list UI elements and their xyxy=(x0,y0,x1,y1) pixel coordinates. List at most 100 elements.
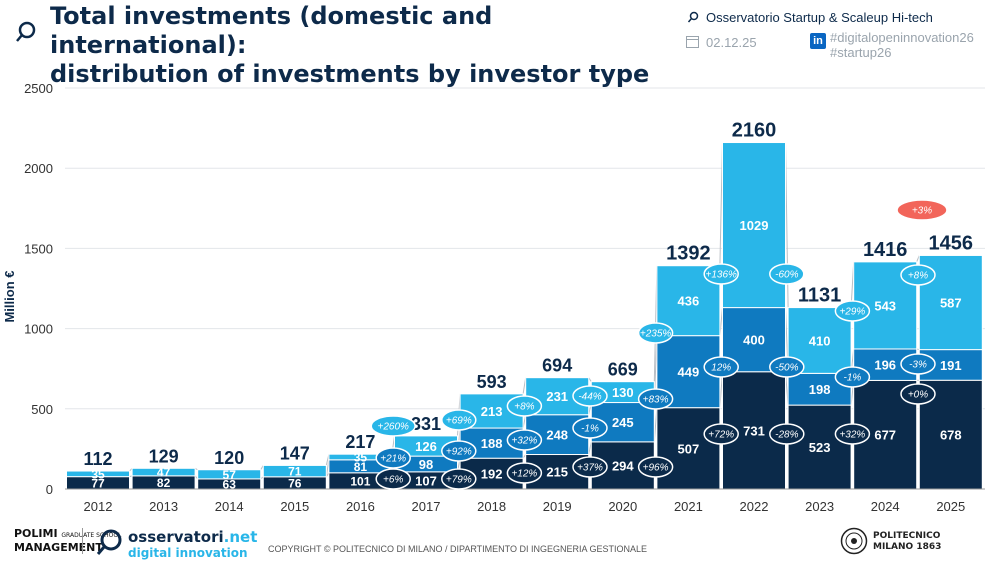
bar-value-label: 587 xyxy=(940,295,962,310)
growth-mid-bubble xyxy=(703,356,739,378)
observatory-logo-icon xyxy=(96,529,122,555)
x-tick-label: 2017 xyxy=(412,499,441,514)
y-tick-label: 2500 xyxy=(24,81,53,96)
growth-mid-bubble xyxy=(441,440,477,462)
linkedin-icon[interactable]: in xyxy=(810,33,826,49)
growth-light-bubble xyxy=(703,263,739,285)
search-small-icon xyxy=(687,11,699,23)
bar-value-label: 126 xyxy=(415,439,437,454)
bar-total-label: 1416 xyxy=(863,239,908,261)
bar-value-label: 76 xyxy=(288,476,302,490)
bar-value-label: 191 xyxy=(940,358,962,373)
x-tick-label: 2024 xyxy=(871,499,900,514)
bar-total-label: 2160 xyxy=(732,120,777,142)
bar-value-label: 436 xyxy=(678,294,700,309)
bar-value-label: 35 xyxy=(91,467,105,481)
bar-value-label: 215 xyxy=(546,465,568,480)
growth-light-bubble-label: +260% xyxy=(377,422,409,433)
growth-light-bubble xyxy=(370,415,416,437)
bar-value-label: 71 xyxy=(288,465,302,479)
bar-segment xyxy=(131,467,196,477)
bar-value-label: 248 xyxy=(546,428,568,443)
politecnico-seal-icon xyxy=(840,527,868,555)
growth-total-bubble xyxy=(896,199,948,221)
bar-total-label: 1392 xyxy=(666,243,711,265)
y-tick-label: 2000 xyxy=(24,161,53,176)
growth-mid-bubble xyxy=(572,417,608,439)
growth-light-bubble xyxy=(769,263,805,285)
growth-dark-bubble xyxy=(703,423,739,445)
growth-light-bubble xyxy=(900,264,936,286)
observatory-logo-text: osservatori.net xyxy=(128,528,258,546)
bar-value-label: 192 xyxy=(481,467,503,482)
growth-light-bubble-label: +29% xyxy=(839,307,865,318)
growth-dark-bubble xyxy=(375,468,411,490)
growth-dark-bubble-label: +0% xyxy=(908,390,928,401)
x-tick-label: 2020 xyxy=(608,499,637,514)
bar-value-label: 507 xyxy=(678,441,700,456)
bar-value-label: 188 xyxy=(481,436,503,451)
x-tick-label: 2016 xyxy=(346,499,375,514)
bar-value-label: 35 xyxy=(354,451,368,465)
bar-value-label: 245 xyxy=(612,415,634,430)
bar-value-label: 523 xyxy=(809,440,831,455)
growth-mid-bubble-label: -50% xyxy=(775,363,798,374)
growth-dark-bubble xyxy=(900,383,936,405)
growth-mid-bubble xyxy=(900,353,936,375)
bar-value-label: 77 xyxy=(91,476,105,490)
x-tick-label: 2022 xyxy=(740,499,769,514)
x-tick-label: 2018 xyxy=(477,499,506,514)
growth-mid-bubble-label: +32% xyxy=(511,436,537,447)
bar-total-label: 147 xyxy=(280,443,310,463)
copyright: COPYRIGHT © POLITECNICO DI MILANO / DIPA… xyxy=(268,544,648,554)
x-tick-label: 2019 xyxy=(543,499,572,514)
growth-dark-bubble-label: +32% xyxy=(839,430,865,441)
bar-total-label: 331 xyxy=(411,414,441,434)
bar-value-label: 196 xyxy=(874,358,896,373)
bar-value-label: 82 xyxy=(157,476,171,490)
observatory-logo-sub: digital innovation xyxy=(128,546,248,560)
y-tick-label: 500 xyxy=(31,402,53,417)
growth-light-bubble xyxy=(572,385,608,407)
search-icon xyxy=(16,21,36,42)
bar-value-label: 731 xyxy=(743,423,765,438)
bar-value-label: 63 xyxy=(223,478,237,492)
bar-value-label: 294 xyxy=(612,458,634,473)
growth-mid-bubble-label: +83% xyxy=(643,395,669,406)
page-title: Total investments (domestic and internat… xyxy=(50,2,650,88)
date: 02.12.25 xyxy=(706,35,757,50)
growth-dark-bubble-label: +37% xyxy=(577,463,603,474)
bar-value-label: 57 xyxy=(223,468,237,482)
calendar-icon xyxy=(686,36,699,48)
bar-total-label: 593 xyxy=(477,372,507,392)
growth-light-bubble-label: +8% xyxy=(514,402,534,413)
observatory-name: Osservatorio Startup & Scaleup Hi-tech xyxy=(706,10,933,25)
hashtags: #digitalopeninnovation26 #startup26 xyxy=(830,30,974,60)
bar-total-label: 112 xyxy=(83,449,112,469)
y-tick-label: 1500 xyxy=(24,241,53,256)
bar-total-label: 120 xyxy=(214,448,244,468)
growth-dark-bubble-label: -28% xyxy=(775,430,798,441)
growth-mid-bubble-label: -3% xyxy=(909,360,927,371)
bar-value-label: 449 xyxy=(678,365,700,380)
growth-dark-bubble-label: +79% xyxy=(446,475,472,486)
growth-light-bubble-label: +8% xyxy=(908,271,928,282)
growth-dark-bubble xyxy=(572,456,608,478)
growth-light-bubble-label: +235% xyxy=(640,329,672,340)
bar-value-label: 1029 xyxy=(740,218,769,233)
x-tick-label: 2013 xyxy=(149,499,178,514)
bar-segment xyxy=(66,470,130,478)
bar-value-label: 677 xyxy=(874,428,896,443)
x-tick-label: 2015 xyxy=(280,499,309,514)
y-axis-label: Million € xyxy=(2,271,17,323)
growth-mid-bubble xyxy=(637,388,674,410)
growth-dark-bubble-label: +12% xyxy=(511,469,537,480)
bar-value-label: 47 xyxy=(157,466,171,480)
bar-segment xyxy=(197,469,262,480)
growth-dark-bubble xyxy=(506,462,543,484)
bar-value-label: 543 xyxy=(874,298,896,313)
bar-total-label: 1456 xyxy=(929,232,974,254)
y-tick-label: 0 xyxy=(46,482,53,497)
growth-mid-bubble xyxy=(834,366,871,388)
